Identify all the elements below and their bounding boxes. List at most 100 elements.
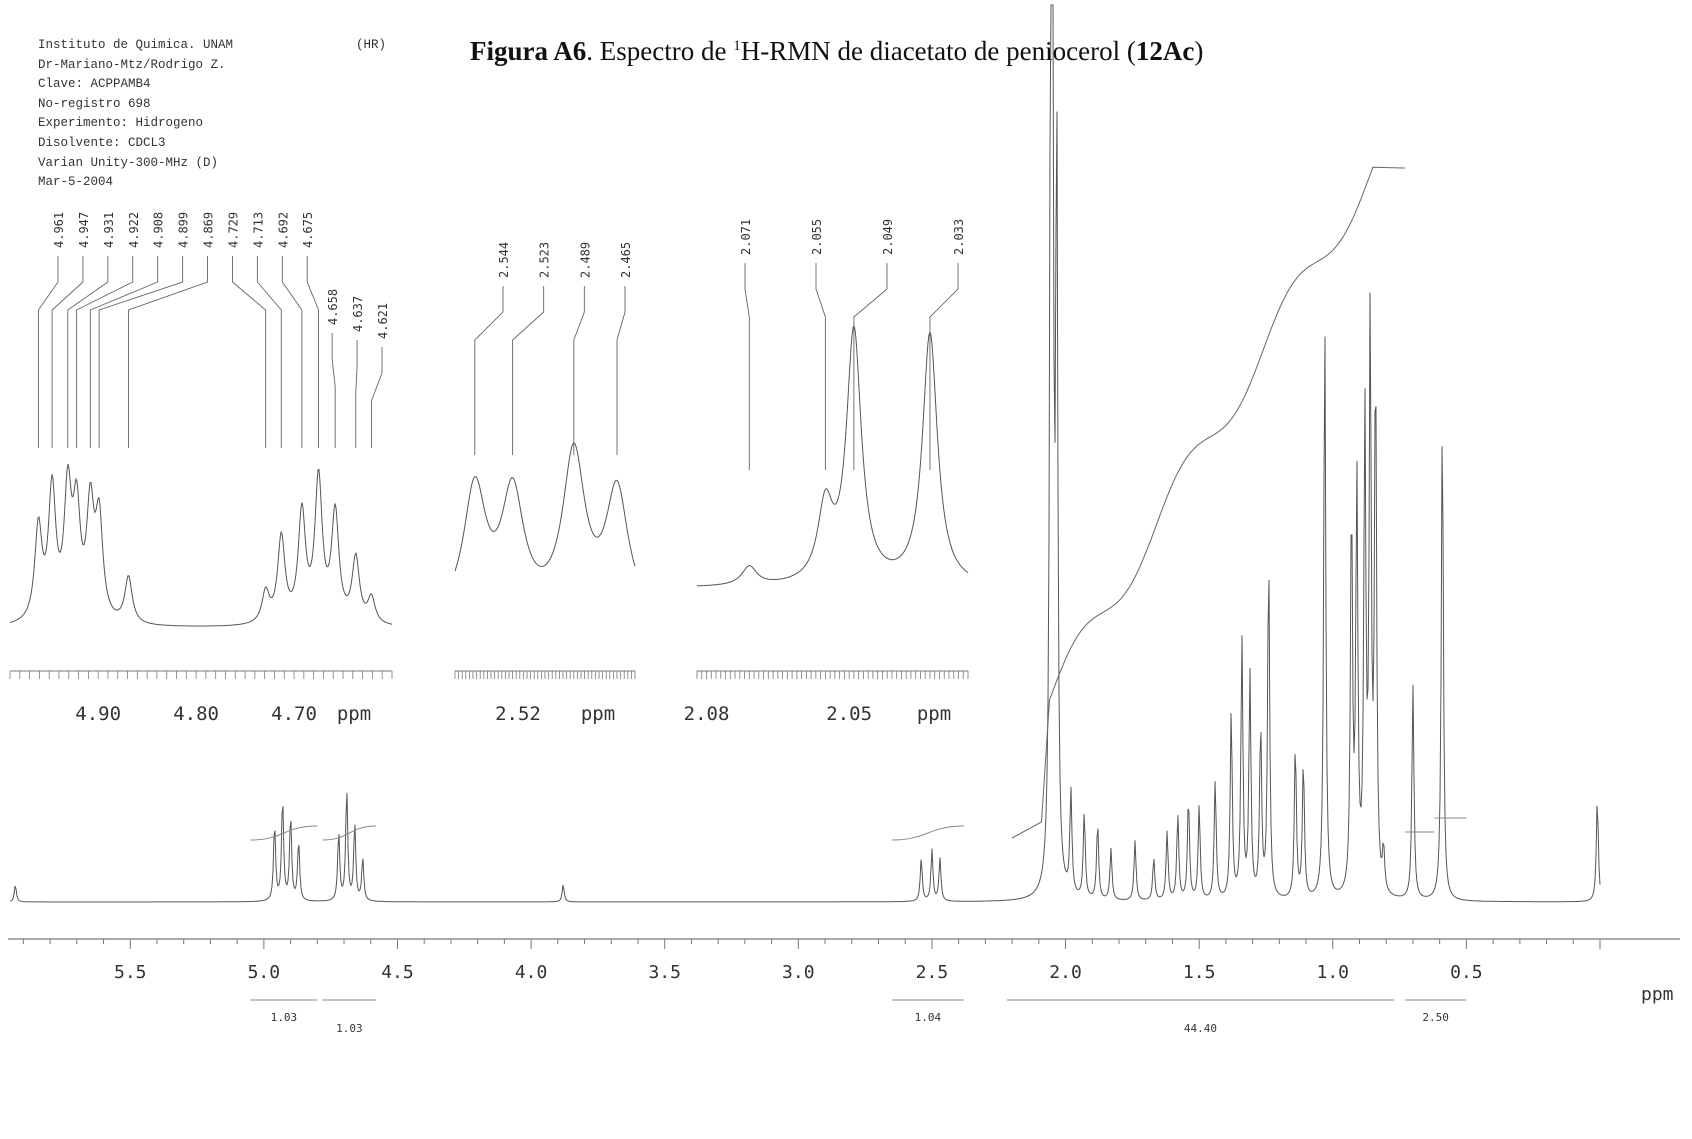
peak-leader [128,256,208,448]
peak-leader [89,256,159,448]
peak-leader [616,286,626,455]
peak-label: 4.922 [127,212,141,248]
main-tick-label: 4.0 [515,962,548,983]
integral-value: 2.50 [1422,1011,1449,1024]
header-line: Clave: ACPPAMB4 [38,77,151,92]
peak-leader [256,256,282,448]
peak-leader [281,256,303,448]
inset-x-unit: ppm [917,703,951,725]
integral-value: 1.04 [915,1011,942,1024]
main-tick-label: 3.5 [648,962,681,983]
inset-trace [9,463,393,627]
main-spectrum: 5.5 5.0 4.5 4.0 3.5 3.0 2.5 2.0 1.5 1.0 0.5 ppm 1.… [8,4,1680,1035]
integral-step [891,825,965,841]
peak-label: 2.465 [619,242,633,278]
inset-1: 4.90 4.80 4.70 ppm 4.961 4.947 4.931 4.922 4.908… [9,212,393,725]
figure-title: Figura A6. Espectro de 1H-RMN de diaceta… [470,36,1203,67]
peak-label: 4.658 [326,289,340,325]
inset-tick-label: 4.90 [75,703,121,725]
peak-label: 2.033 [952,219,966,255]
peak-leader [51,256,84,448]
header-line: Disolvente: CDCL3 [38,135,166,150]
peak-label: 4.869 [202,212,216,248]
peak-label: 4.621 [376,303,390,339]
integral-step [250,825,318,841]
main-tick-label: 2.5 [916,962,949,983]
peak-leader [67,256,109,448]
integral-value: 1.03 [271,1011,298,1024]
inset-tick-label: 4.70 [271,703,317,725]
header-line: No-registro 698 [38,96,151,111]
peak-leader [815,263,826,470]
integral-step [1404,817,1467,833]
peak-leader [98,256,184,448]
peak-leader [355,340,358,448]
integrals: 1.03 1.03 1.04 44.40 2.50 [250,817,1467,1035]
integral-value: 44.40 [1184,1022,1217,1035]
peak-leader [306,256,319,448]
peak-leader [744,263,750,470]
inset-trace [696,324,969,587]
title-prefix: Figura A6 [470,36,587,66]
title-compound: 12Ac [1135,36,1195,66]
peak-label: 4.675 [301,212,315,248]
header-line: Experimento: Hidrogeno [38,116,204,131]
peak-label: 4.931 [102,212,116,248]
peak-leader [37,256,59,448]
peak-label: 4.908 [152,212,166,248]
inset-tick-label: 2.08 [684,703,730,725]
peak-leader [76,256,134,448]
main-x-unit: ppm [1641,984,1674,1005]
main-tick-label: 1.5 [1183,962,1216,983]
main-spectrum-trace [9,4,1601,903]
main-tick-label: 1.0 [1317,962,1350,983]
header-line: Varian Unity-300-MHz (D) [38,155,219,170]
header-tag: (HR) [356,38,387,52]
integral-curve [1011,166,1405,839]
main-tick-label: 0.5 [1450,962,1483,983]
header-line: Dr-Mariano-Mtz/Rodrigo Z. [38,57,226,72]
header-line: Instituto de Quimica. UNAM [38,38,234,52]
inset-tick-label: 2.52 [495,703,541,725]
peak-label: 2.489 [578,242,592,278]
peak-label: 4.899 [177,212,191,248]
inset-x-unit: ppm [337,703,371,725]
peak-label: 2.055 [810,219,824,255]
peak-leader [853,263,888,470]
title-mid: . Espectro de [586,36,734,66]
peak-label: 4.947 [77,212,91,248]
title-nucleus: H-RMN de diacetato de peniocerol ( [740,36,1136,66]
acquisition-header: Instituto de Quimica. UNAM Dr-Mariano-Mt… [38,36,386,193]
inset-x-unit: ppm [581,703,615,725]
main-tick-labels: 5.5 5.0 4.5 4.0 3.5 3.0 2.5 2.0 1.5 1.0 0.5 [114,962,1483,983]
insets: 4.90 4.80 4.70 ppm 4.961 4.947 4.931 4.922 4.908… [9,212,969,725]
peak-leader [331,333,336,448]
peak-label: 4.692 [276,212,290,248]
main-tick-label: 3.0 [782,962,815,983]
inset-3: 2.08 2.05 ppm 2.071 2.055 2.049 2.033 [684,219,969,725]
peak-label: 2.049 [881,219,895,255]
peak-leader [474,286,504,455]
inset-tick-label: 2.05 [826,703,872,725]
integral-value: 1.03 [336,1022,363,1035]
main-ticks [22,939,1601,949]
title-sup: 1 [733,38,741,54]
main-tick-label: 2.0 [1049,962,1082,983]
integral-step [322,825,377,841]
peak-label: 2.523 [538,242,552,278]
peak-label: 4.713 [251,212,265,248]
inset-tick-label: 4.80 [173,703,219,725]
peak-leader [573,286,585,455]
title-suffix: ) [1194,36,1204,66]
inset-trace [454,442,636,572]
peak-leader [370,347,383,448]
peak-label: 4.961 [52,212,66,248]
peak-label: 2.071 [739,219,753,255]
peak-label: 2.544 [497,242,511,278]
main-tick-label: 5.5 [114,962,147,983]
main-tick-label: 5.0 [248,962,281,983]
header-line: Mar-5-2004 [38,175,114,190]
peak-leader [232,256,267,448]
peak-leader [929,263,959,470]
